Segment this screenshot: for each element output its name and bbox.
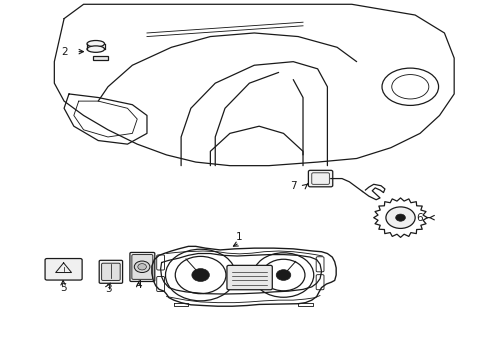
Text: 3: 3 xyxy=(105,284,112,294)
FancyBboxPatch shape xyxy=(308,170,332,187)
FancyBboxPatch shape xyxy=(132,255,153,279)
Text: 1: 1 xyxy=(236,232,243,242)
Circle shape xyxy=(134,261,150,273)
Bar xyxy=(93,55,108,60)
FancyBboxPatch shape xyxy=(45,258,82,280)
Text: 6: 6 xyxy=(416,213,423,222)
Circle shape xyxy=(191,269,209,282)
Text: 4: 4 xyxy=(135,280,142,290)
FancyBboxPatch shape xyxy=(226,265,272,290)
FancyBboxPatch shape xyxy=(102,263,120,280)
FancyBboxPatch shape xyxy=(130,252,155,282)
Circle shape xyxy=(138,264,146,270)
Ellipse shape xyxy=(87,41,104,47)
Text: 5: 5 xyxy=(60,283,66,293)
Text: 2: 2 xyxy=(61,46,67,57)
Circle shape xyxy=(276,270,290,280)
Circle shape xyxy=(385,207,414,228)
Text: 7: 7 xyxy=(289,181,296,191)
Circle shape xyxy=(395,214,405,221)
Ellipse shape xyxy=(87,46,104,52)
FancyBboxPatch shape xyxy=(99,260,122,283)
